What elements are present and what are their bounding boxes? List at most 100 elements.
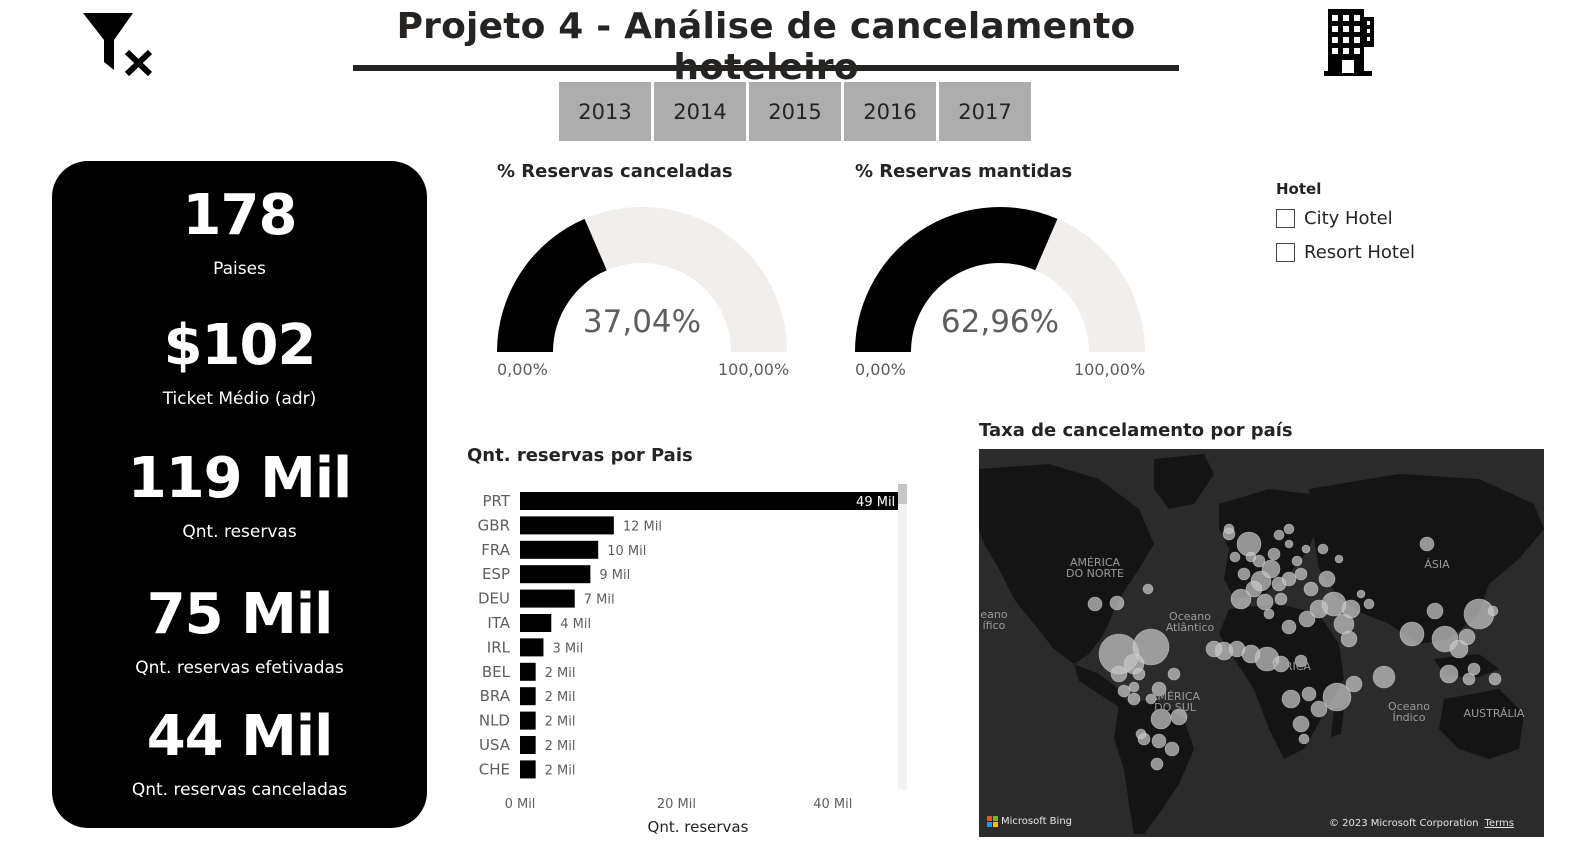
map-copyright-text: © 2023 Microsoft Corporation [1328,818,1479,829]
gauge-cancelled-min: 0,00% [497,360,548,379]
bar-category-label: PRT [482,492,510,510]
bar-data-label: 2 Mil [545,666,576,681]
bar-data-label: 9 Mil [599,568,630,583]
bar-data-label: 49 Mil [856,495,895,510]
map-bing-logo: Microsoft Bing [987,816,1072,827]
bar-category-label: BRA [480,687,511,705]
map-label-north-america: AMÉRICA DO NORTE [1065,556,1125,580]
hotel-option-city[interactable]: City Hotel [1276,208,1393,229]
bar-data-label: 2 Mil [545,739,576,754]
bar-category-label: CHE [479,760,510,778]
ticket-label: Ticket Médio (adr) [162,389,317,409]
gauge-cancelled-title: % Reservas canceladas [497,161,733,182]
gauge-kept-title: % Reservas mantidas [855,161,1073,182]
hotel-option-label: Resort Hotel [1304,242,1416,263]
bar-category-label: BEL [482,663,511,681]
map-label-pacific: eano ífico [980,608,1008,632]
bar-chart[interactable]: PRT 49 Mil GBR 12 Mil FRA 10 Mil ESP 9 Mil DEU 7 … [465,480,915,847]
bar-data-label: 2 Mil [545,763,576,778]
year-slicer: 2013 2014 2015 2016 2017 [559,82,1031,141]
bar[interactable] [520,711,536,730]
gauge-kept-value: 62,96% [940,304,1060,340]
bar-category-label: ITA [487,614,510,632]
bar-chart-scrollbar[interactable] [898,484,907,790]
kpi-panel: 178 Paises $102 Ticket Médio (adr) 119 M… [52,161,427,828]
map-bing-label: Microsoft Bing [1001,816,1073,827]
countries-label: Paises [213,259,266,279]
kept-bookings-label: Qnt. reservas efetivadas [135,658,344,678]
title-divider [353,65,1179,71]
map-label-australia: AUSTRÁLIA [1463,707,1525,720]
bar[interactable] [520,565,591,584]
year-button-2015[interactable]: 2015 [749,82,841,141]
bar[interactable] [520,492,904,510]
year-button-2016[interactable]: 2016 [844,82,936,141]
filter-clear-icon[interactable] [80,10,156,78]
bar[interactable] [520,614,552,632]
bar-data-label: 2 Mil [545,715,576,730]
gauge-kept[interactable] [850,200,1150,360]
bar[interactable] [520,638,544,657]
x-tick-label: 0 Mil [505,797,536,812]
map-copyright: © 2023 Microsoft Corporation Terms [1329,818,1514,829]
bar-category-label: NLD [479,712,510,730]
bar-category-label: DEU [478,590,510,608]
map-label-south-america: AMÉRICA DO SUL [1149,690,1201,714]
ticket-value: $102 [163,313,317,378]
bar-category-label: GBR [478,516,510,534]
year-button-2014[interactable]: 2014 [654,82,746,141]
x-axis-label: Qnt. reservas [648,818,749,836]
hotel-option-resort[interactable]: Resort Hotel [1276,242,1415,263]
map-label-asia: ÁSIA [1424,558,1450,571]
bar-category-label: FRA [481,541,510,559]
bar[interactable] [520,760,536,779]
bar[interactable] [520,540,599,559]
building-icon [1322,7,1376,77]
map-title: Taxa de cancelamento por país [979,420,1293,441]
map-land [979,454,1544,834]
bar-data-label: 7 Mil [584,593,615,608]
cancelled-bookings-label: Qnt. reservas canceladas [131,780,348,800]
map-label-africa: ÁFRICA [1271,660,1311,673]
gauge-kept-max: 100,00% [1074,360,1146,379]
x-tick-label: 20 Mil [657,797,696,812]
gauge-cancelled-max: 100,00% [718,360,790,379]
hotel-option-label: City Hotel [1304,208,1393,229]
bar-chart-scroll-thumb[interactable] [898,484,907,504]
microsoft-logo-icon [987,816,998,827]
x-tick-label: 40 Mil [813,797,852,812]
bar-data-label: 4 Mil [560,617,591,632]
countries-value: 178 [182,183,298,248]
gauge-cancelled[interactable] [492,200,792,360]
bar[interactable] [520,662,536,681]
bar[interactable] [520,589,575,608]
gauge-cancelled-fill [497,218,608,353]
map-label-atlantic: Oceano Atlântico [1165,610,1215,634]
page-title: Projeto 4 - Análise de cancelamento hote… [396,6,1136,88]
hotel-slicer-title: Hotel [1276,180,1322,198]
bar-category-label: IRL [487,638,511,656]
year-button-2017[interactable]: 2017 [939,82,1031,141]
bar[interactable] [520,736,536,754]
bar-category-label: USA [479,736,511,754]
cancellation-map[interactable]: AMÉRICA DO NORTE Oceano Atlântico ÁSIA Á… [979,449,1544,837]
map-terms-link[interactable]: Terms [1484,818,1514,829]
year-button-2013[interactable]: 2013 [559,82,651,141]
bar-data-label: 3 Mil [552,641,583,656]
checkbox[interactable] [1276,209,1295,228]
bar-chart-title: Qnt. reservas por Pais [467,445,693,466]
bar-data-label: 2 Mil [545,690,576,705]
bar-data-label: 10 Mil [607,544,646,559]
kept-bookings-value: 75 Mil [146,582,334,647]
bookings-value: 119 Mil [127,446,353,511]
bar-category-label: ESP [482,565,510,583]
map-label-indian-ocean: Oceano Índico [1388,700,1430,724]
bar[interactable] [520,516,614,535]
gauge-cancelled-value: 37,04% [582,304,702,340]
bar[interactable] [520,687,536,706]
bar-data-label: 12 Mil [623,519,662,534]
checkbox[interactable] [1276,243,1295,262]
cancelled-bookings-value: 44 Mil [146,704,334,769]
bookings-label: Qnt. reservas [182,522,297,542]
gauge-kept-fill [855,207,1058,353]
